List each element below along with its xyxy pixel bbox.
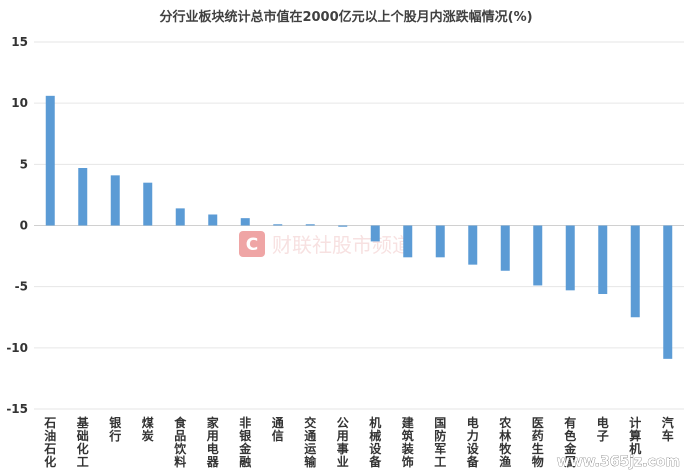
bar bbox=[630, 225, 640, 318]
watermark-text: 财联社股市频道 bbox=[272, 233, 412, 257]
watermark-logo-icon bbox=[239, 231, 265, 257]
bar bbox=[403, 225, 413, 258]
y-tick-label: -10 bbox=[6, 341, 28, 355]
bar bbox=[110, 175, 120, 226]
watermark-logo-letter: C bbox=[246, 235, 258, 255]
bar bbox=[533, 225, 543, 286]
x-tick-label: 家用电器 bbox=[206, 415, 220, 469]
bar bbox=[500, 225, 510, 271]
bar bbox=[435, 225, 445, 258]
x-tick-label: 公用事业 bbox=[336, 416, 349, 469]
x-tick-label: 电子 bbox=[597, 415, 609, 443]
bar bbox=[45, 95, 55, 226]
x-tick-label: 电力设备 bbox=[466, 415, 480, 469]
bar bbox=[143, 182, 153, 226]
x-tick-label: 汽车 bbox=[662, 415, 674, 443]
bar bbox=[175, 208, 185, 226]
bar bbox=[78, 168, 88, 226]
y-tick-label: 5 bbox=[20, 157, 28, 171]
y-tick-label: 0 bbox=[20, 219, 28, 233]
y-tick-label: -15 bbox=[6, 402, 28, 416]
x-tick-label: 医药生物 bbox=[532, 416, 544, 469]
bar bbox=[338, 225, 348, 227]
bar bbox=[273, 224, 283, 226]
bar bbox=[240, 218, 250, 226]
bar bbox=[208, 214, 218, 226]
bar bbox=[370, 225, 380, 242]
site-watermark: www.365jz.com bbox=[557, 454, 680, 470]
y-tick-label: -5 bbox=[15, 280, 28, 294]
y-tick-label: 15 bbox=[11, 35, 28, 49]
x-tick-label: 食品饮料 bbox=[173, 415, 187, 469]
x-tick-label: 计算机 bbox=[629, 415, 641, 456]
bar bbox=[598, 225, 608, 295]
x-tick-label: 石油石化 bbox=[43, 416, 56, 469]
chart-title: 分行业板块统计总市值在2000亿元以上个股月内涨跌幅情况(%) bbox=[159, 9, 532, 25]
bar bbox=[663, 225, 673, 359]
x-tick-label: 交通运输 bbox=[304, 415, 317, 469]
gridlines bbox=[34, 41, 684, 410]
x-tick-label: 有色金属 bbox=[563, 415, 577, 469]
x-tick-label: 非银金融 bbox=[238, 415, 252, 469]
x-tick-label: 基础化工 bbox=[76, 415, 90, 469]
x-tick-label: 银行 bbox=[108, 415, 122, 443]
bars bbox=[45, 95, 673, 359]
x-tick-label: 机械设备 bbox=[368, 415, 382, 469]
x-tick-label: 国防军工 bbox=[434, 416, 446, 469]
x-tick-label: 建筑装饰 bbox=[401, 415, 415, 469]
y-axis-ticks: 15 10 5 0 -5 -10 -15 bbox=[6, 35, 28, 416]
bar bbox=[565, 225, 575, 291]
bar bbox=[468, 225, 478, 265]
watermark: C 财联社股市频道 bbox=[239, 231, 412, 257]
x-tick-label: 煤炭 bbox=[142, 415, 154, 443]
y-tick-label: 10 bbox=[11, 96, 28, 110]
x-tick-label: 农林牧渔 bbox=[498, 415, 512, 469]
bar bbox=[305, 224, 315, 226]
x-tick-label: 通信 bbox=[272, 415, 284, 443]
